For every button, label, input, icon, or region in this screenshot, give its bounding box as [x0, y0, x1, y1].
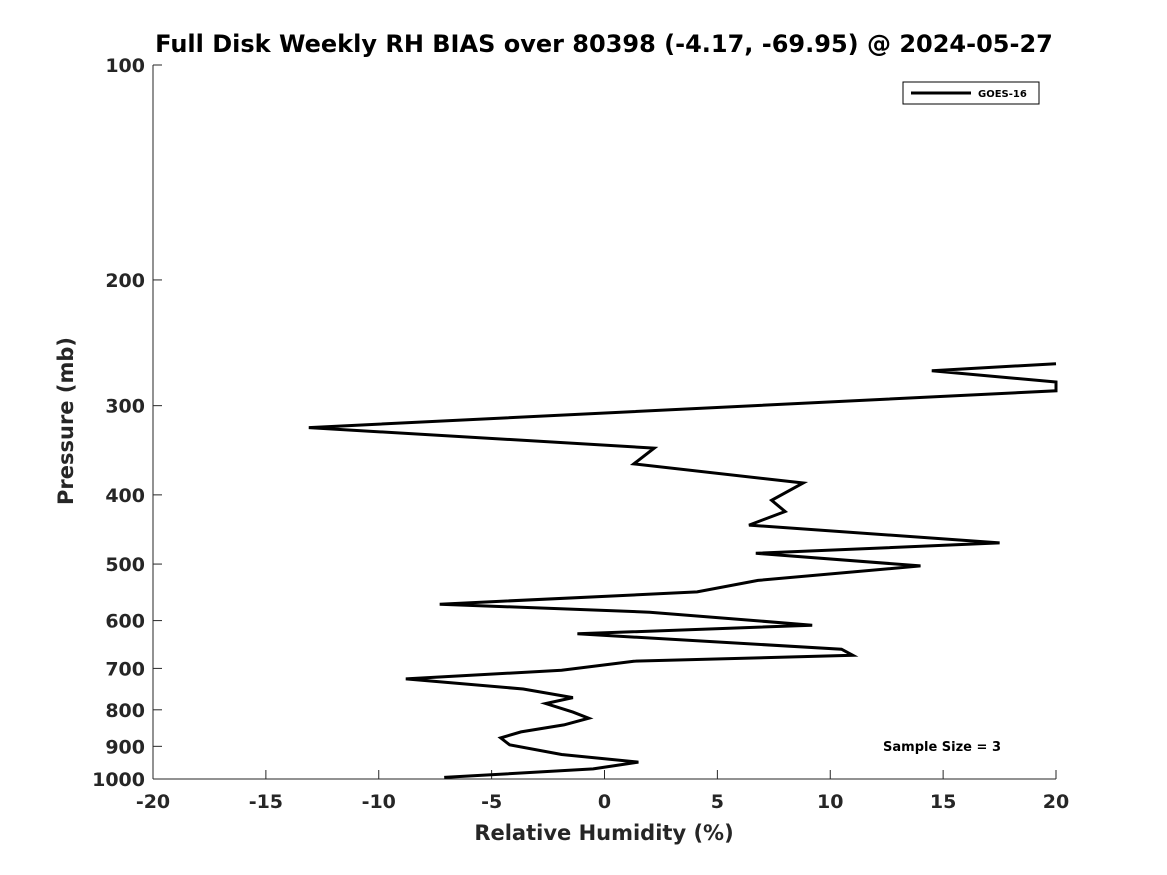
x-tick-label: 10 [817, 791, 843, 813]
y-tick-label: 500 [105, 554, 145, 576]
x-axis: -20 -15 -10 -5 0 5 10 15 20 [136, 770, 1069, 813]
series-line-0 [308, 362, 1058, 779]
x-tick-label: -20 [136, 791, 170, 813]
series-layer [308, 362, 1058, 779]
x-tick-label: -15 [249, 791, 283, 813]
x-tick-label: -5 [481, 791, 502, 813]
legend-label-goes-16: GOES-16 [978, 89, 1027, 100]
y-tick-label: 300 [105, 396, 145, 418]
x-tick-label: 15 [930, 791, 956, 813]
x-tick-label: 0 [598, 791, 611, 813]
y-axis: 100 200 300 400 500 600 700 800 900 1000 [92, 55, 162, 791]
y-axis-label: Pressure (mb) [54, 337, 78, 505]
plot-frame [152, 65, 1056, 780]
y-tick-label: 200 [105, 270, 145, 292]
y-tick-label: 400 [105, 485, 145, 507]
y-tick-label: 900 [105, 736, 145, 758]
y-tick-label: 600 [105, 611, 145, 633]
x-tick-label: 20 [1043, 791, 1069, 813]
x-tick-label: 5 [711, 791, 724, 813]
chart-title: Full Disk Weekly RH BIAS over 80398 (-4.… [155, 30, 1053, 58]
y-tick-label: 1000 [92, 769, 145, 791]
y-tick-label: 100 [105, 55, 145, 77]
x-tick-label: -10 [362, 791, 396, 813]
x-axis-label: Relative Humidity (%) [474, 821, 733, 845]
legend: GOES-16 [902, 81, 1040, 105]
y-tick-label: 700 [105, 658, 145, 680]
y-tick-label: 800 [105, 700, 145, 722]
sample-size-annotation: Sample Size = 3 [883, 740, 1001, 755]
